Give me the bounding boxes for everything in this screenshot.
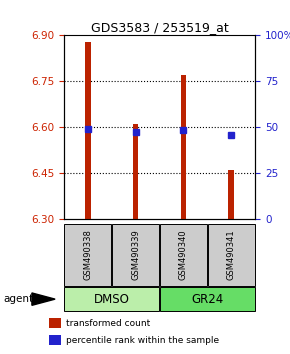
Bar bbox=[64, 287, 159, 311]
Bar bbox=[160, 287, 255, 311]
Title: GDS3583 / 253519_at: GDS3583 / 253519_at bbox=[90, 21, 228, 34]
Bar bbox=[208, 224, 255, 286]
Bar bbox=[49, 335, 61, 345]
Bar bbox=[64, 224, 111, 286]
Bar bbox=[133, 124, 138, 219]
Text: GSM490338: GSM490338 bbox=[83, 229, 92, 280]
Text: transformed count: transformed count bbox=[66, 319, 150, 329]
Bar bbox=[160, 224, 207, 286]
Bar bbox=[49, 318, 61, 328]
Text: GSM490339: GSM490339 bbox=[131, 229, 140, 280]
Bar bbox=[181, 75, 186, 219]
Text: agent: agent bbox=[3, 294, 33, 304]
Polygon shape bbox=[32, 293, 55, 305]
Text: percentile rank within the sample: percentile rank within the sample bbox=[66, 336, 219, 346]
Text: GSM490340: GSM490340 bbox=[179, 229, 188, 280]
Bar bbox=[85, 41, 90, 219]
Text: GR24: GR24 bbox=[191, 293, 224, 306]
Bar bbox=[112, 224, 159, 286]
Bar bbox=[229, 170, 234, 219]
Text: GSM490341: GSM490341 bbox=[227, 229, 236, 280]
Text: DMSO: DMSO bbox=[94, 293, 130, 306]
